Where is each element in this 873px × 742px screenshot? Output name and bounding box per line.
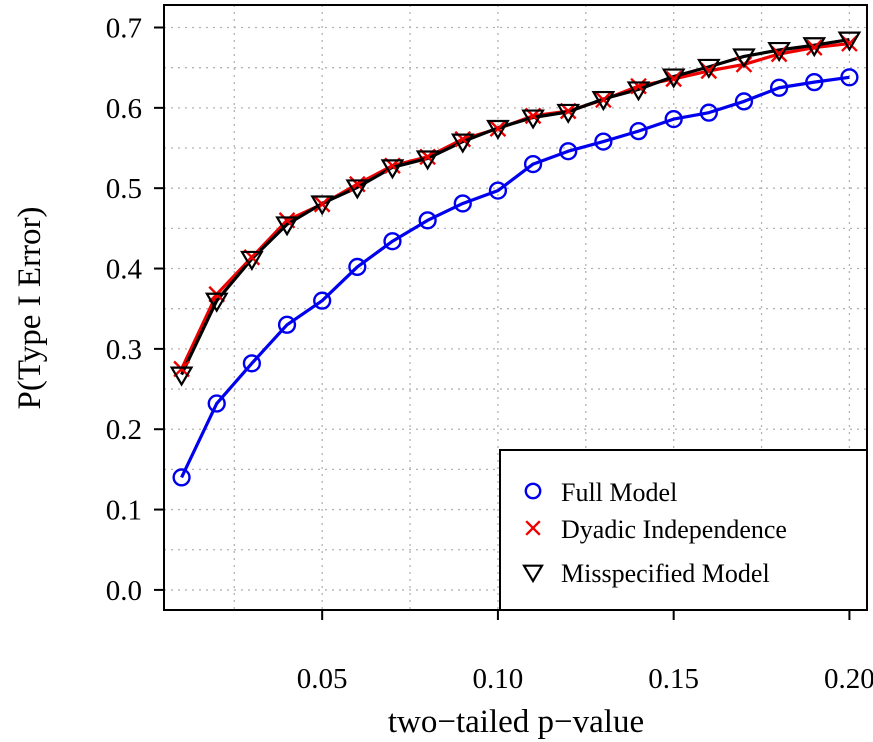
series-line-2 — [182, 40, 850, 375]
series-lines — [182, 40, 850, 478]
y-tick-label: 0.4 — [106, 254, 143, 286]
legend-label: Full Model — [561, 478, 677, 507]
y-tick-label: 0.3 — [106, 334, 142, 366]
x-axis-title: two−tailed p−value — [388, 704, 644, 740]
x-tick-label: 0.20 — [824, 663, 873, 695]
y-axis-title: P(Type I Error) — [12, 207, 48, 410]
legend: Full Model Dyadic Independence Misspecifie… — [500, 450, 867, 610]
x-tick-label: 0.15 — [648, 663, 699, 695]
y-tick-label: 0.1 — [106, 495, 142, 527]
legend-label: Dyadic Independence — [561, 515, 787, 544]
y-tick-label: 0.6 — [106, 93, 142, 125]
x-tick-label: 0.05 — [297, 663, 348, 695]
series-markers — [172, 33, 860, 486]
x-tick-label: 0.10 — [473, 663, 524, 695]
y-tick-label: 0.0 — [106, 575, 142, 607]
series-line-0 — [182, 77, 850, 477]
legend-label: Misspecified Model — [561, 559, 770, 588]
y-tick-label: 0.5 — [106, 173, 142, 205]
y-axis: 0.0 0.1 0.2 0.3 0.4 0.5 0.6 0.7 — [106, 12, 164, 606]
x-axis: 0.05 0.10 0.15 0.20 — [297, 610, 873, 695]
y-tick-label: 0.2 — [106, 414, 142, 446]
y-tick-label: 0.7 — [106, 12, 142, 44]
